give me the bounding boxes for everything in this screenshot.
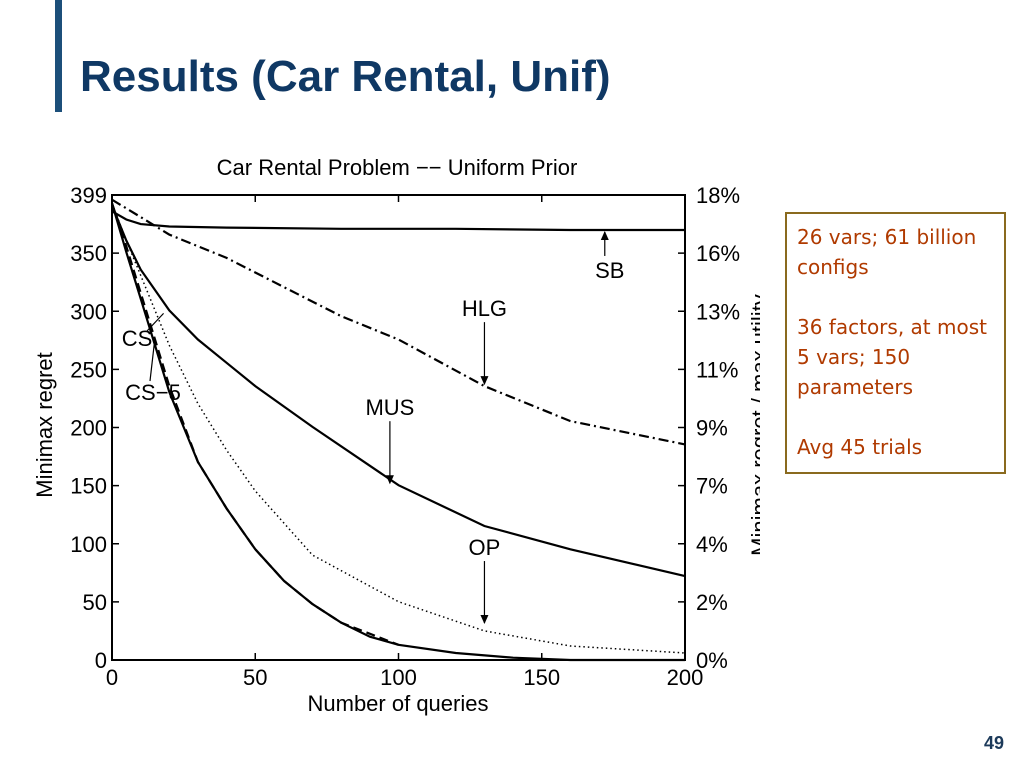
- y-tick-label: 0: [95, 648, 107, 673]
- y2-tick-label: 7%: [696, 474, 728, 499]
- annotation-mus-label: MUS: [365, 395, 414, 420]
- y2-tick-label: 2%: [696, 590, 728, 615]
- y2-tick-label: 0%: [696, 648, 728, 673]
- series-line-hlg: [111, 198, 686, 446]
- x-axis-label: Number of queries: [308, 691, 489, 716]
- annotation-cs-5-label: CS−5: [125, 380, 181, 405]
- series-line-cs: [110, 202, 685, 662]
- annotation-op-label: OP: [469, 535, 501, 560]
- chart-title: Car Rental Problem −− Uniform Prior: [217, 155, 578, 180]
- regret-chart: Car Rental Problem −− Uniform Prior 0 50 1…: [32, 155, 760, 716]
- y2-tick-label: 9%: [696, 416, 728, 441]
- slide-title: Results (Car Rental, Unif): [80, 52, 611, 101]
- y-tick-label: 399: [70, 183, 107, 208]
- y-tick-label: 50: [83, 590, 107, 615]
- x-tick-label: 0: [106, 665, 118, 690]
- y-axis-label: Minimax regret: [32, 352, 57, 497]
- y-tick-label: 350: [70, 241, 107, 266]
- y-tick-label: 100: [70, 532, 107, 557]
- series-line-op: [111, 202, 686, 654]
- annotations: SB HLG MUS OP CS CS−5: [122, 230, 624, 625]
- y-tick-label: 250: [70, 357, 107, 382]
- x-tick-label: 200: [667, 665, 704, 690]
- y2-tick-label: 16%: [696, 241, 740, 266]
- x-tick-label: 100: [380, 665, 417, 690]
- info-line-trials: Avg 45 trials: [797, 435, 923, 459]
- x-tick-label: 150: [523, 665, 560, 690]
- info-box: 26 vars; 61 billion configs 36 factors, …: [785, 212, 1006, 474]
- y2-axis-label: Minimax regret / max utility: [747, 294, 760, 556]
- info-line-factors: 36 factors, at most 5 vars; 150 paramete…: [797, 315, 987, 399]
- info-line-vars: 26 vars; 61 billion configs: [797, 225, 977, 279]
- y2-tick-label: 13%: [696, 299, 740, 324]
- x-axis-ticks: 0 50 100 150 200: [106, 195, 703, 690]
- y2-tick-label: 11%: [696, 357, 738, 382]
- title-accent-bar: [55, 0, 62, 112]
- y2-tick-label: 4%: [696, 532, 728, 557]
- y-tick-label: 150: [70, 474, 107, 499]
- annotation-cs-leader: [146, 312, 165, 332]
- y-tick-label: 300: [70, 299, 107, 324]
- annotation-cs-5-leader: [149, 337, 156, 382]
- series-line-cs-5: [110, 202, 399, 646]
- y-axis-ticks: 0 50 100 150 200 250 300 350 399: [70, 183, 119, 673]
- y2-tick-label: 18%: [696, 183, 740, 208]
- series-line-mus: [110, 205, 686, 578]
- page-number: 49: [983, 733, 1004, 753]
- annotation-cs-label: CS: [122, 326, 153, 351]
- series-line-sb: [111, 210, 685, 232]
- y2-axis-ticks: 0% 2% 4% 7% 9% 11% 13% 16% 18%: [678, 183, 740, 673]
- annotation-sb-label: SB: [595, 258, 624, 283]
- x-tick-label: 50: [243, 665, 267, 690]
- annotation-hlg-label: HLG: [462, 296, 507, 321]
- series-lines: [110, 198, 686, 662]
- y-tick-label: 200: [70, 416, 107, 441]
